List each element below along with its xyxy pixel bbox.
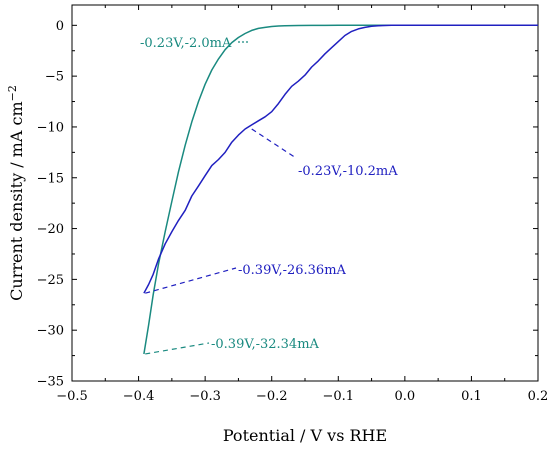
y-tick-label: −20 xyxy=(37,222,64,237)
y-axis-title-main: Current density / mA cm xyxy=(7,101,26,300)
y-tick-label: −25 xyxy=(37,273,64,288)
annotation-label-3: -0.39V,-26.36mA xyxy=(238,263,347,278)
x-tick-label: −0.1 xyxy=(322,389,354,404)
annotation-label-1: -0.23V,-2.0mA xyxy=(140,36,232,51)
y-axis-title: Current density / mA cm−2 xyxy=(6,85,27,301)
axis-ticks xyxy=(71,5,539,382)
annotation-label-2: -0.23V,-10.2mA xyxy=(298,164,398,179)
axis-tick-labels: −0.5 −0.4 −0.3 −0.2 −0.1 0.0 0.1 0.2 0 −5 −10 −15 −2… xyxy=(37,19,549,404)
y-tick-label: −35 xyxy=(37,375,64,390)
annotation-label-4: -0.39V,-32.34mA xyxy=(211,337,320,352)
y-tick-label: −10 xyxy=(37,120,64,135)
x-tick-label: −0.3 xyxy=(189,389,221,404)
y-axis-title-sup: −2 xyxy=(6,85,19,101)
x-tick-label: −0.4 xyxy=(123,389,155,404)
x-axis-title: Potential / V vs RHE xyxy=(223,426,387,445)
series-layer xyxy=(143,24,538,355)
annotation-leader-3 xyxy=(145,267,237,294)
x-tick-label: 0.1 xyxy=(461,389,482,404)
series-line-1 xyxy=(143,24,538,355)
x-tick-label: −0.5 xyxy=(56,389,88,404)
y-tick-label: −15 xyxy=(37,171,64,186)
y-tick-label: −30 xyxy=(37,324,64,339)
x-tick-label: −0.2 xyxy=(256,389,288,404)
annotation-layer: -0.23V,-2.0mA -0.23V,-10.2mA -0.39V,-26.… xyxy=(140,36,398,355)
annotation-leader-2 xyxy=(251,128,297,159)
y-tick-label: 0 xyxy=(56,19,64,34)
series-line-2 xyxy=(143,24,538,294)
y-tick-label: −5 xyxy=(45,70,64,85)
annotation-leader-4 xyxy=(145,342,210,355)
x-tick-label: 0.2 xyxy=(528,389,549,404)
plot-frame xyxy=(71,4,539,382)
x-tick-label: 0.0 xyxy=(395,389,416,404)
